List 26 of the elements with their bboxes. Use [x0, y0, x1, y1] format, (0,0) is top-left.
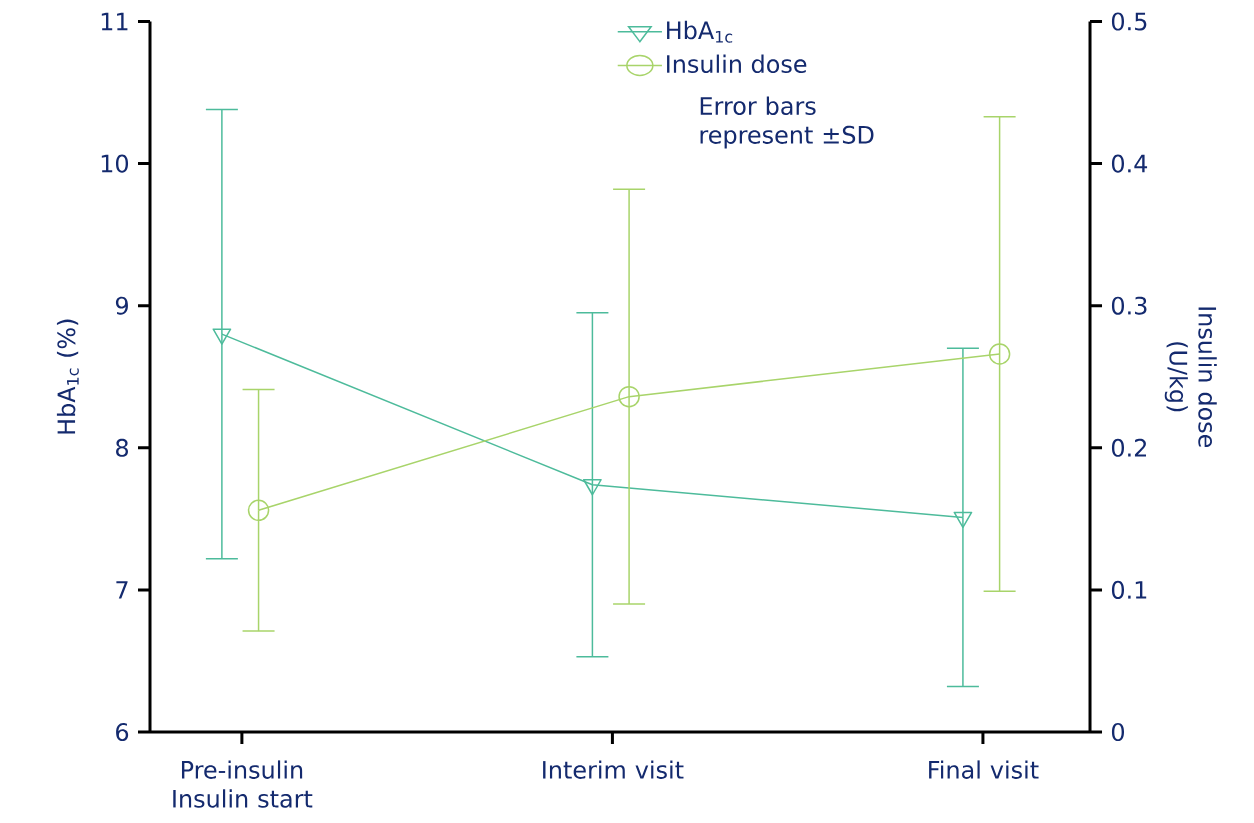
y2-tick-label: 0: [1111, 722, 1125, 742]
y2-tick-label: 0.2: [1111, 438, 1147, 457]
point: [953, 511, 973, 529]
x-tick-label: Pre-insulin Insulin start: [173, 760, 313, 808]
point: [988, 343, 1011, 365]
point: [247, 499, 270, 522]
y-tick-label: 7: [116, 581, 128, 599]
y-tick-label: 6: [116, 722, 129, 742]
legend-label: Insulin dose: [667, 54, 807, 74]
annotation: Error bars represent ±SD: [700, 96, 874, 149]
x-tick-label: Final visit: [929, 760, 1039, 779]
x-tick-label: Interim visit: [543, 760, 684, 779]
point: [618, 385, 640, 408]
y2-tick-label: 0.5: [1111, 12, 1147, 31]
y-axis-title: HbA$_{1c}$ (%): [56, 319, 79, 434]
y-tick-label: 8: [116, 438, 128, 457]
y2-tick-label: 0.1: [1111, 580, 1147, 599]
y2-axis-title: Insulin dose (U/kg): [1164, 307, 1217, 448]
y-tick-label: 9: [115, 296, 128, 315]
y2-tick-label: 0.3: [1111, 296, 1147, 315]
y2-tick-label: 0.4: [1111, 154, 1148, 173]
point: [212, 328, 232, 345]
legend-label: HbA$_{1c}$: [667, 20, 733, 43]
y-tick-label: 10: [101, 154, 129, 173]
point: [582, 479, 602, 496]
y-tick-label: 11: [101, 12, 128, 31]
